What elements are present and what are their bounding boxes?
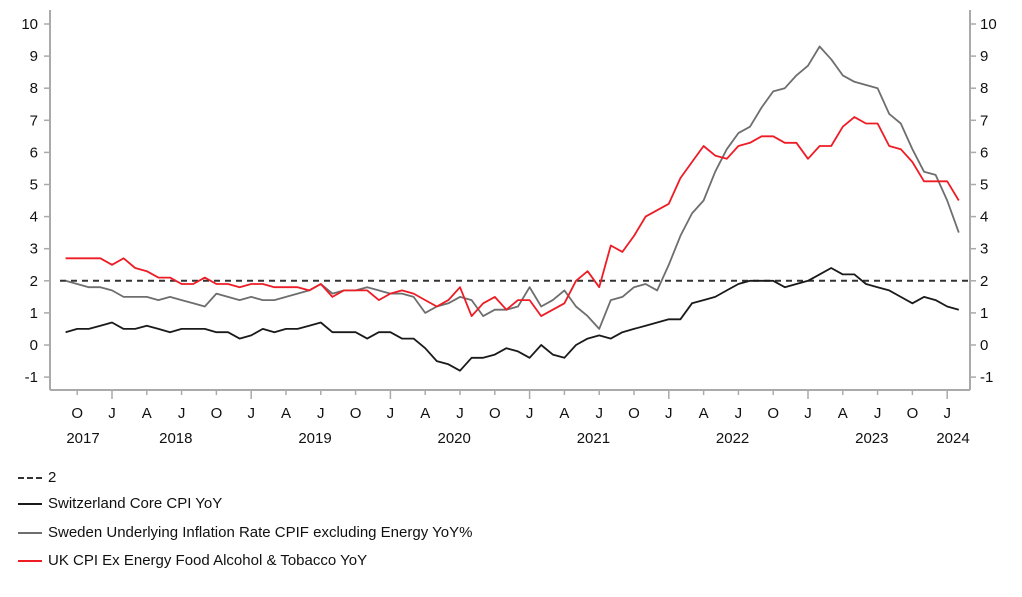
x-tick-label: J	[456, 405, 464, 422]
x-year-label: 2018	[159, 430, 192, 447]
y-tick-label-left: 1	[30, 305, 38, 322]
legend-swatch-reference	[18, 476, 42, 479]
legend-label-sweden: Sweden Underlying Inflation Rate CPIF ex…	[48, 524, 473, 541]
y-tick-label-right: 9	[980, 48, 988, 65]
y-tick-label-right: -1	[980, 369, 993, 386]
y-tick-label-left: 10	[21, 16, 38, 33]
y-tick-label-left: 6	[30, 144, 38, 161]
y-tick-label-right: 5	[980, 177, 988, 194]
x-year-label: 2019	[298, 430, 331, 447]
x-tick-label: J	[874, 405, 882, 422]
x-tick-label: O	[211, 405, 223, 422]
y-tick-label-right: 2	[980, 273, 988, 290]
series-uk-core-cpi	[65, 116, 960, 318]
y-tick-label-left: 8	[30, 80, 38, 97]
y-tick-label-left: 2	[30, 273, 38, 290]
y-tick-label-left: 0	[30, 337, 38, 354]
legend-label-reference: 2	[48, 469, 57, 486]
y-tick-label-right: 7	[980, 112, 988, 129]
x-tick-label: J	[804, 405, 812, 422]
x-tick-label: O	[767, 405, 779, 422]
y-tick-label-right: 1	[980, 305, 988, 322]
legend-label-uk: UK CPI Ex Energy Food Alcohol & Tobacco …	[48, 552, 368, 569]
x-tick-label: J	[178, 405, 186, 422]
x-year-label: 2022	[716, 430, 749, 447]
series-switzerland-core-cpi	[65, 267, 960, 372]
x-tick-label: J	[317, 405, 325, 422]
x-tick-label: J	[247, 405, 255, 422]
y-tick-label-left: 4	[30, 209, 38, 226]
legend-swatch-sweden	[18, 531, 42, 534]
y-tick-label-right: 3	[980, 241, 988, 258]
x-tick-label: J	[943, 405, 951, 422]
line-chart: -1 -1 0 0 1 1 2 2 3 3 4 4 5 5 6 6 7 7 8 8 9 9 10 10 O J A J O J A J O J A J…	[21, 10, 997, 447]
x-tick-label: A	[281, 405, 291, 422]
y-tick-label-left: -1	[25, 369, 38, 386]
x-tick-label: J	[387, 405, 395, 422]
y-tick-label-right: 0	[980, 337, 988, 354]
x-tick-label: J	[735, 405, 743, 422]
y-tick-label-right: 8	[980, 80, 988, 97]
y-tick-label-left: 9	[30, 48, 38, 65]
x-tick-label: J	[108, 405, 116, 422]
x-tick-label: O	[71, 405, 83, 422]
x-tick-label: J	[595, 405, 603, 422]
legend-item-switzerland: Switzerland Core CPI YoY	[18, 495, 222, 512]
legend-swatch-uk	[18, 559, 42, 562]
x-tick-label: O	[350, 405, 362, 422]
legend-item-sweden: Sweden Underlying Inflation Rate CPIF ex…	[18, 524, 472, 541]
y-tick-label-left: 7	[30, 112, 38, 129]
x-year-label: 2017	[66, 430, 99, 447]
x-tick-label: A	[699, 405, 709, 422]
x-tick-label: A	[142, 405, 152, 422]
y-tick-label-right: 4	[980, 209, 988, 226]
x-year-label: 2020	[438, 430, 471, 447]
x-year-label: 2023	[855, 430, 888, 447]
y-tick-label-right: 10	[980, 16, 997, 33]
series-sweden-cpif-ex-energy	[65, 45, 960, 330]
x-year-label: 2021	[577, 430, 610, 447]
x-tick-label: A	[838, 405, 848, 422]
x-tick-label: J	[665, 405, 673, 422]
x-tick-label: O	[907, 405, 919, 422]
x-tick-label: O	[489, 405, 501, 422]
y-tick-label-right: 6	[980, 144, 988, 161]
legend-label-switzerland: Switzerland Core CPI YoY	[48, 495, 223, 512]
x-year-label: 2024	[936, 430, 969, 447]
x-tick-label: J	[526, 405, 534, 422]
y-tick-label-left: 3	[30, 241, 38, 258]
legend-item-reference: 2	[18, 469, 56, 486]
x-tick-label: O	[628, 405, 640, 422]
legend-swatch-switzerland	[18, 502, 42, 505]
legend-item-uk: UK CPI Ex Energy Food Alcohol & Tobacco …	[18, 552, 367, 569]
y-tick-label-left: 5	[30, 177, 38, 194]
x-tick-label: A	[559, 405, 569, 422]
x-tick-label: A	[420, 405, 430, 422]
